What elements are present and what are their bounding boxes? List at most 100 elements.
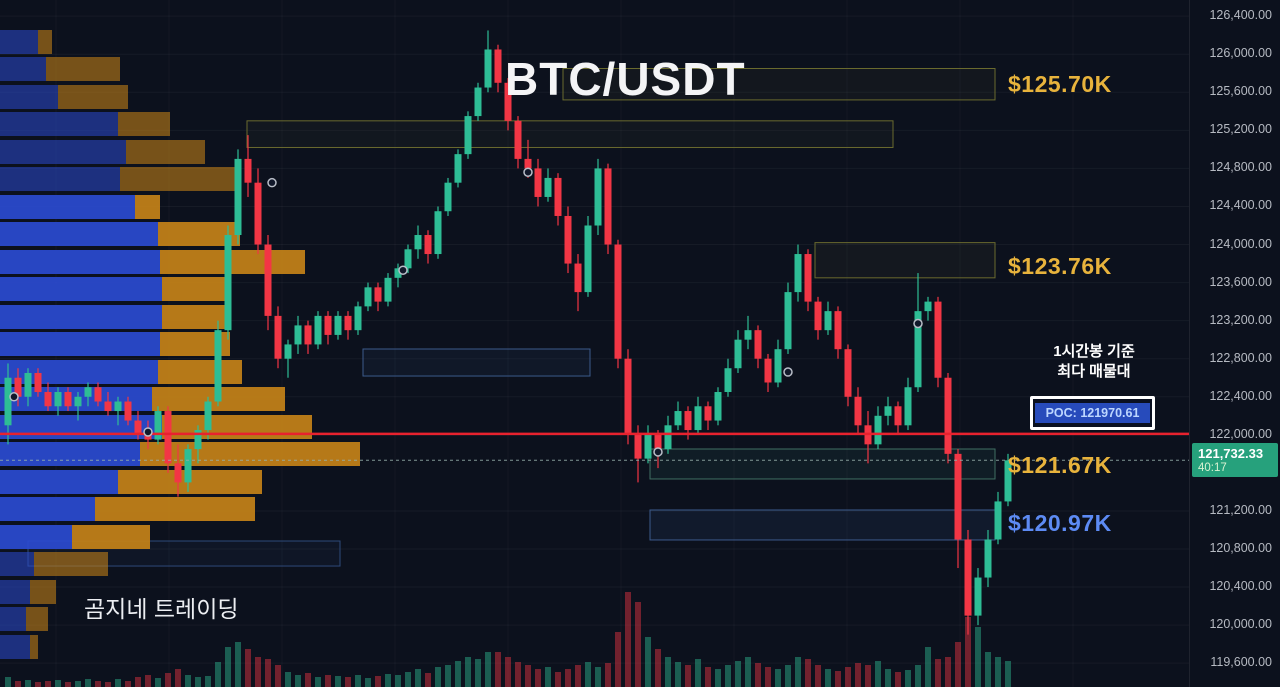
candle-body xyxy=(314,315,322,345)
volume-bar xyxy=(625,592,631,687)
volume-bar xyxy=(165,673,171,687)
candle-body xyxy=(94,387,102,402)
volume-bar xyxy=(475,659,481,687)
candle-body xyxy=(574,263,582,293)
candle-body xyxy=(324,315,332,335)
volume-bar xyxy=(185,675,191,687)
volume-bar xyxy=(735,661,741,687)
price-axis[interactable]: 126,400.00 126,000.00 125,600.00 125,200.00… xyxy=(1189,0,1280,687)
volume-bar xyxy=(275,665,281,687)
volume-profile-blue xyxy=(0,85,58,109)
volume-bar xyxy=(595,667,601,687)
volume-bar xyxy=(45,681,51,687)
candle-body xyxy=(994,501,1002,540)
candle-body xyxy=(974,577,982,616)
candle-body xyxy=(164,411,172,464)
volume-bar xyxy=(955,642,961,687)
candle-marker xyxy=(523,167,533,177)
candle-body xyxy=(524,158,532,169)
candle-body xyxy=(334,315,342,335)
candle-body xyxy=(634,434,642,459)
volume-profile-blue xyxy=(0,222,158,246)
price-tick-label: 123,200.00 xyxy=(1209,312,1272,327)
volume-profile-blue xyxy=(0,580,30,604)
volume-bar xyxy=(645,637,651,687)
volume-bar xyxy=(895,672,901,687)
volume-bar xyxy=(995,657,1001,687)
candle-body xyxy=(944,377,952,454)
volume-bar xyxy=(115,679,121,687)
volume-bar xyxy=(965,617,971,687)
volume-bar xyxy=(695,659,701,687)
volume-bar xyxy=(415,669,421,687)
candle-body xyxy=(464,116,472,155)
volume-bar xyxy=(665,657,671,687)
candle-body xyxy=(224,235,232,331)
volume-bar xyxy=(835,671,841,687)
candle-body xyxy=(814,301,822,331)
price-tick-label: 120,800.00 xyxy=(1209,541,1272,555)
volume-bar xyxy=(445,665,451,687)
volume-bar xyxy=(325,675,331,687)
candle-body xyxy=(484,49,492,88)
candle-body xyxy=(74,396,82,407)
poc-value: POC: 121970.61 xyxy=(1045,406,1140,420)
candle-body xyxy=(914,311,922,388)
volume-profile-blue xyxy=(0,57,46,81)
supply-demand-zone xyxy=(246,120,894,148)
volume-bar xyxy=(75,681,81,687)
candle-body xyxy=(594,168,602,226)
volume-bar xyxy=(635,602,641,687)
price-tick-label: 125,600.00 xyxy=(1209,84,1272,99)
candle-body xyxy=(554,177,562,216)
candle-marker xyxy=(398,265,408,275)
supply-demand-zone xyxy=(362,348,591,377)
volume-bar xyxy=(385,674,391,687)
volume-bar xyxy=(915,665,921,687)
volume-bar xyxy=(985,652,991,687)
volume-bar xyxy=(95,681,101,687)
volume-bar xyxy=(205,676,211,687)
price-tick-label: 119,600.00 xyxy=(1210,655,1272,670)
volume-bar xyxy=(795,657,801,687)
candle-body xyxy=(254,182,262,245)
volume-bar xyxy=(125,681,131,687)
volume-bar xyxy=(605,663,611,687)
candle-body xyxy=(394,268,402,278)
volume-bar xyxy=(505,657,511,687)
volume-bar xyxy=(825,669,831,687)
volume-bar xyxy=(975,627,981,687)
price-zone-label: $123.76K xyxy=(1008,253,1112,280)
poc-volume-bar xyxy=(1035,403,1150,423)
candle-body xyxy=(184,449,192,483)
volume-bar xyxy=(715,669,721,687)
candle-marker xyxy=(267,177,277,188)
volume-bar xyxy=(655,649,661,687)
chart-area[interactable]: BTC/USDT 곰지네 트레이딩 1시간봉 기준 최다 매물대 POC: 12… xyxy=(0,0,1190,687)
candle-body xyxy=(984,539,992,578)
candle-body xyxy=(284,344,292,359)
candle-body xyxy=(124,401,132,421)
volume-profile-orange xyxy=(118,112,170,136)
candle-body xyxy=(214,330,222,402)
price-tick-label: 120,000.00 xyxy=(1209,617,1272,632)
candlestick-chart[interactable] xyxy=(0,0,1190,687)
candle-body xyxy=(874,415,882,445)
poc-label-box: POC: 121970.61 xyxy=(1030,396,1155,430)
volume-profile-orange xyxy=(58,85,128,109)
candle-body xyxy=(84,387,92,397)
volume-bar xyxy=(435,667,441,687)
volume-profile-orange xyxy=(162,277,230,301)
volume-bar xyxy=(945,657,951,687)
volume-profile-orange xyxy=(30,635,38,659)
current-price-badge: 121,732.33 40:17 xyxy=(1192,443,1278,478)
candle-body xyxy=(104,401,112,412)
price-tick-label: 120,400.00 xyxy=(1209,579,1272,594)
volume-bar xyxy=(585,662,591,687)
volume-bar xyxy=(565,669,571,687)
volume-bar xyxy=(175,669,181,687)
candle-body xyxy=(924,301,932,312)
candle-body xyxy=(294,325,302,345)
volume-profile-blue xyxy=(0,552,34,576)
volume-bar xyxy=(775,669,781,687)
